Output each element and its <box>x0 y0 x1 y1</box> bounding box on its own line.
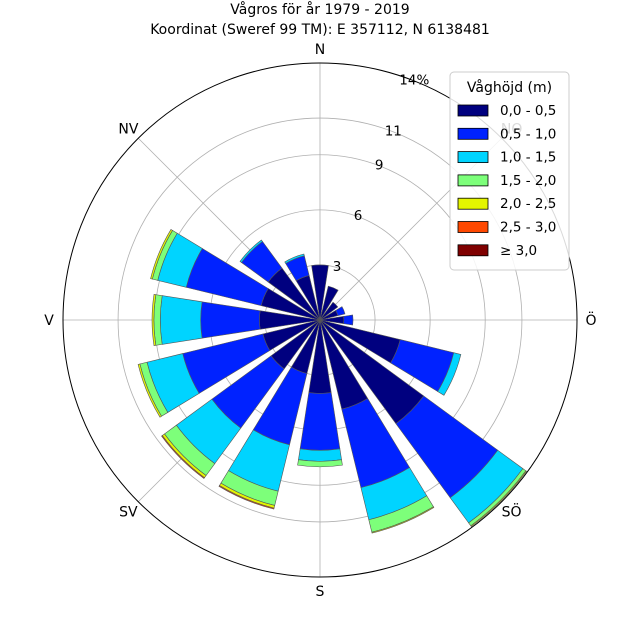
chart-subtitle: Koordinat (Sweref 99 TM): E 357112, N 61… <box>150 22 490 38</box>
r-tick-label-2: 9 <box>375 157 384 173</box>
bar-dir0-bin0 <box>311 264 329 321</box>
legend-label-3: 1,5 - 2,0 <box>500 173 556 189</box>
r-tick-label-4: 14% <box>399 73 429 89</box>
legend-box <box>449 71 570 271</box>
r-tick-label-1: 6 <box>354 208 363 224</box>
bar-dir8-bin1 <box>299 392 341 451</box>
bar-dir1-bin0 <box>319 285 339 321</box>
outer-frame <box>62 62 578 578</box>
rose-bars <box>137 229 527 534</box>
legend-swatch-0 <box>457 104 489 117</box>
direction-label-3: SÖ <box>502 503 522 521</box>
direction-label-5: SV <box>119 505 138 521</box>
bar-dir8-bin2 <box>298 448 342 462</box>
bar-dir14-bin2 <box>239 239 263 263</box>
direction-label-2: Ö <box>585 311 596 329</box>
legend-swatch-1 <box>457 127 489 140</box>
r-tick-label-0: 3 <box>333 259 342 275</box>
legend-swatch-4 <box>457 197 489 210</box>
legend-label-0: 0,0 - 0,5 <box>500 103 556 119</box>
bar-dir13-bin4 <box>150 229 173 280</box>
bar-dir12-bin1 <box>200 301 261 339</box>
legend-swatch-6 <box>457 244 489 257</box>
legend-label-1: 0,5 - 1,0 <box>500 126 556 142</box>
bar-dir10-bin5 <box>161 435 205 479</box>
r-tick-label-3: 11 <box>385 123 402 139</box>
bar-dir15-bin2 <box>284 253 305 264</box>
bar-dir6-bin4 <box>470 470 527 527</box>
bar-dir5-bin2 <box>437 352 462 396</box>
direction-label-6: V <box>44 313 54 329</box>
direction-label-7: NV <box>118 121 138 137</box>
legend-label-5: 2,5 - 3,0 <box>500 220 556 236</box>
legend-swatch-5 <box>457 221 489 233</box>
legend: Våghöjd (m) 0,0 - 0,5 0,5 - 1,0 1,0 - 1,5 1,… <box>449 71 570 271</box>
legend-label-6: ≥ 3,0 <box>500 243 537 259</box>
bar-dir8-bin3 <box>297 459 343 468</box>
bar-dir12-bin2 <box>160 295 203 345</box>
legend-title: Våghöjd (m) <box>467 79 552 96</box>
bar-dir11-bin4 <box>137 363 162 418</box>
bar-dir9-bin5 <box>218 485 275 510</box>
bar-dir4-bin1 <box>343 314 354 326</box>
direction-label-0: N <box>315 42 325 58</box>
legend-swatch-3 <box>457 174 489 187</box>
bar-dir2-bin0 <box>319 301 339 321</box>
bar-dir7-bin4 <box>371 506 435 534</box>
legend-label-2: 1,0 - 1,5 <box>500 150 556 166</box>
bar-dir3-bin1 <box>335 306 346 317</box>
chart-title: Vågros för år 1979 - 2019 <box>230 1 409 18</box>
legend-label-4: 2,0 - 2,5 <box>500 196 556 212</box>
direction-label-4: S <box>316 584 325 600</box>
legend-swatch-2 <box>457 151 489 164</box>
bar-dir12-bin4 <box>151 294 157 346</box>
